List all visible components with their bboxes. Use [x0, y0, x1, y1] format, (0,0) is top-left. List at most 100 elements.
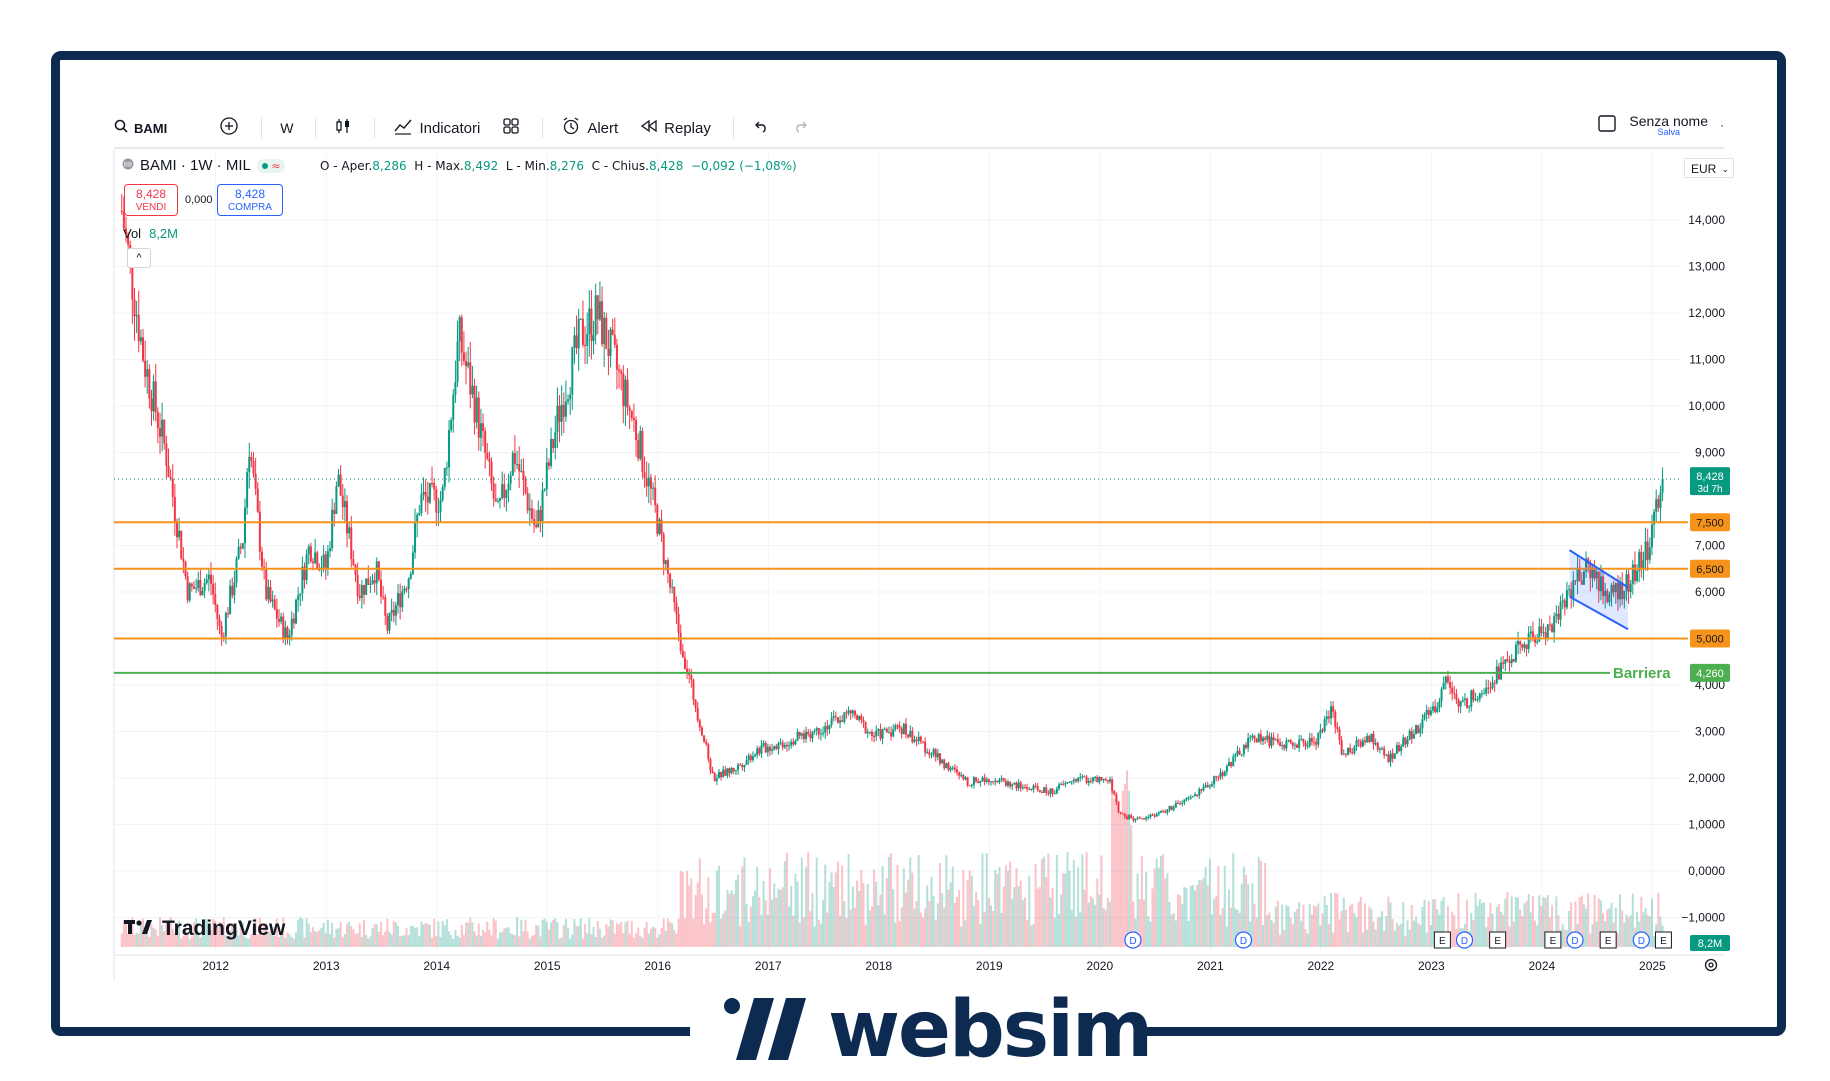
candle-body [401, 591, 404, 608]
candle-body [983, 777, 986, 782]
candle-body [1121, 813, 1124, 815]
candle-body [1525, 644, 1528, 650]
candle-body [1468, 706, 1471, 708]
candle-body [573, 335, 576, 348]
volume-bar [873, 869, 876, 947]
save-link[interactable]: Salva [1657, 126, 1680, 137]
symbol-search-button[interactable]: BAMI [114, 119, 167, 137]
more-icon[interactable]: · [1720, 118, 1724, 132]
volume-bar [1478, 899, 1481, 947]
volume-bar [152, 928, 155, 947]
alert-button[interactable]: Alert [561, 116, 618, 140]
layouts-button[interactable] [502, 117, 520, 139]
candle-body [1089, 781, 1092, 783]
volume-bar [482, 929, 485, 947]
undo-button[interactable] [752, 119, 770, 137]
y-tick-label: 10,000 [1688, 399, 1725, 413]
volume-bar [887, 856, 890, 947]
candle-body [745, 760, 748, 765]
currency-select[interactable]: EUR ⌄ [1684, 158, 1734, 178]
candle-body [618, 369, 621, 372]
candle-body [849, 710, 852, 714]
candle-body [1055, 788, 1058, 794]
candle-body [1062, 784, 1065, 786]
candle-body [224, 613, 227, 637]
replay-button[interactable]: Replay [640, 119, 711, 137]
volume-bar [222, 917, 225, 947]
candle-body [528, 508, 531, 511]
volume-bar [1374, 929, 1377, 947]
indicators-button[interactable]: Indicatori [393, 117, 480, 139]
compare-button[interactable] [219, 116, 239, 140]
candle-body [152, 381, 155, 412]
candle-body [830, 717, 833, 726]
candle-body [813, 730, 816, 732]
volume-bar [1123, 783, 1126, 947]
candle-body [405, 588, 408, 590]
candle-body [822, 732, 825, 734]
sell-button[interactable]: 8,428 VENDI [124, 184, 178, 216]
volume-bar [1266, 915, 1269, 947]
volume-bar [552, 919, 555, 947]
barrier-price-label: 4,260 [1696, 668, 1724, 680]
volume-bar [1183, 886, 1186, 947]
volume-bar [273, 935, 276, 947]
candle-body [227, 613, 230, 615]
chart-settings-button[interactable] [1703, 957, 1719, 977]
volume-bar [1323, 896, 1326, 947]
candle-body [312, 561, 315, 564]
volume-bar [945, 855, 948, 947]
volume-bar [811, 893, 814, 947]
candle-body [488, 458, 491, 462]
candle-body [1179, 803, 1182, 805]
candle-body [1347, 747, 1350, 755]
buy-button[interactable]: 8,428 COMPRA [217, 184, 283, 216]
candle-body [278, 618, 281, 622]
volume-bar [369, 936, 372, 947]
volume-bar [350, 926, 353, 947]
save-layout-button[interactable]: Senza nome Salva [1629, 114, 1708, 137]
candle-body [858, 715, 861, 720]
volume-bar [1555, 896, 1558, 947]
volume-bar [154, 929, 157, 947]
candle-body [161, 419, 164, 437]
candle-body [397, 593, 400, 606]
volume-bar [1412, 920, 1415, 947]
candle-body [579, 318, 582, 320]
candle-body [1023, 787, 1026, 789]
legend-title[interactable]: BAMI · 1W · MIL [140, 157, 251, 174]
candle-body [1449, 682, 1452, 688]
candle-body [643, 472, 646, 479]
candle-body [178, 530, 181, 538]
candle-body [490, 461, 493, 484]
volume-bar [278, 937, 281, 947]
redo-button[interactable] [792, 119, 810, 137]
layout-square-icon[interactable] [1597, 113, 1617, 137]
volume-bar [877, 905, 880, 947]
chart-type-button[interactable] [334, 117, 352, 139]
candle-body [1444, 676, 1447, 683]
volume-bar [1317, 903, 1320, 947]
volume-bar [669, 921, 672, 947]
candle-body [996, 780, 999, 782]
volume-bar [1289, 917, 1292, 947]
candle-body [1506, 659, 1509, 662]
volume-bar [218, 921, 221, 947]
x-tick-label: 2021 [1197, 959, 1224, 973]
y-tick-label: 14,000 [1688, 213, 1725, 227]
candle-body [1633, 564, 1636, 581]
earnings-marker [1433, 931, 1451, 949]
interval-button[interactable]: W [280, 120, 293, 136]
candle-body [783, 745, 786, 748]
collapse-legend-button[interactable]: ^ [127, 248, 151, 268]
candle-body [1574, 580, 1577, 582]
candle-body [1623, 590, 1626, 600]
price-chart[interactable]: 2012 2013 2014 2015 2016 2017 2018 2019 2020 2021… [0, 0, 1830, 1000]
candle-body [1521, 644, 1524, 648]
candle-body [1177, 802, 1180, 804]
volume-bar [1045, 877, 1048, 947]
candle-body [955, 769, 958, 773]
volume-bar [1202, 877, 1205, 947]
candle-body [1283, 745, 1286, 749]
volume-bar [503, 928, 506, 947]
